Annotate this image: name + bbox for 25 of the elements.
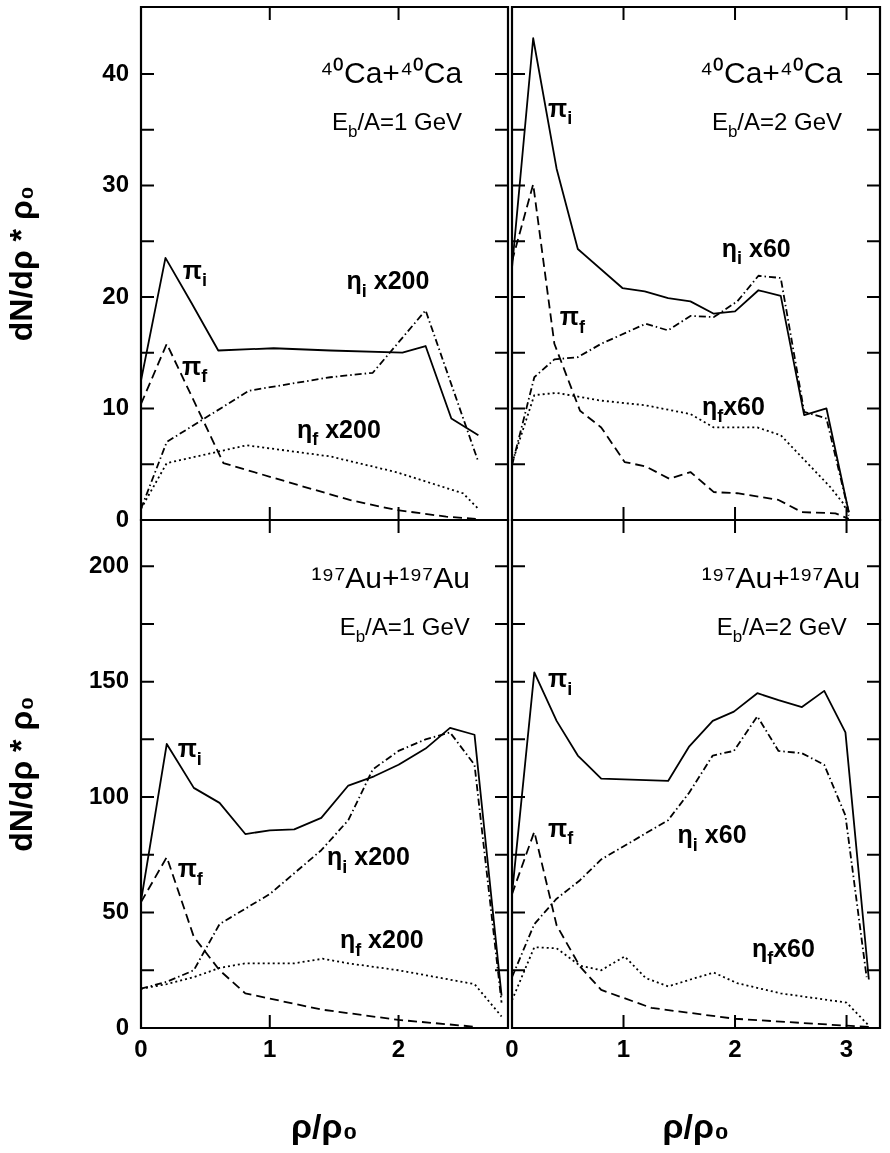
y-tick-label: 20 <box>102 281 129 309</box>
y-tick-label: 150 <box>88 666 129 694</box>
text: ¹⁹⁷Au+¹⁹⁷Au <box>701 561 861 595</box>
text: ¹⁹⁷Au+¹⁹⁷Au <box>311 561 470 595</box>
text: ⁴⁰Ca+⁴⁰Ca <box>320 55 463 89</box>
y-tick-label: 200 <box>88 550 129 578</box>
y-axis-title: dN/dρ * ρ₀ <box>3 696 40 852</box>
y-tick-label: 0 <box>115 504 129 532</box>
y-tick-label: 10 <box>102 393 129 421</box>
text: ⁴⁰Ca+⁴⁰Ca <box>700 55 843 89</box>
x-tick-label: 2 <box>391 1034 406 1062</box>
y-tick-label: 100 <box>88 781 129 809</box>
x-tick-label: 0 <box>134 1034 148 1062</box>
y-axis-title: dN/dρ * ρ₀ <box>3 185 40 342</box>
y-tick-label: 50 <box>102 897 129 925</box>
y-tick-label: 0 <box>115 1012 129 1040</box>
x-tick-label: 2 <box>728 1034 742 1062</box>
x-tick-label: 3 <box>839 1034 854 1062</box>
x-tick-label: 1 <box>616 1034 631 1062</box>
x-tick-label: 1 <box>263 1034 277 1062</box>
x-axis-title: ρ/ρ₀ <box>662 1106 730 1145</box>
y-tick-label: 40 <box>102 58 129 86</box>
y-tick-label: 30 <box>102 170 129 198</box>
x-tick-label: 0 <box>505 1034 519 1062</box>
x-axis-title: ρ/ρ₀ <box>291 1106 358 1145</box>
